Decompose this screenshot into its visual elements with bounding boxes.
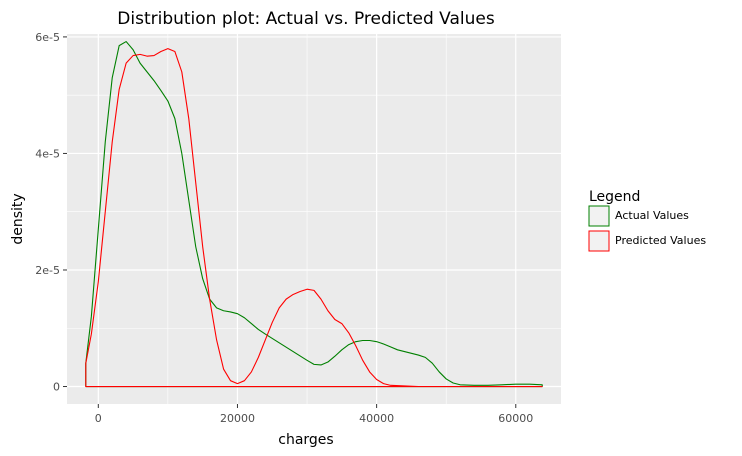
legend-title: Legend	[589, 189, 640, 205]
series-layer	[85, 41, 543, 388]
chart-title: Distribution plot: Actual vs. Predicted …	[117, 9, 495, 29]
y-axis: 0 2e-5 4e-5 6e-5	[35, 31, 67, 394]
y-axis-title: density	[10, 193, 26, 244]
legend-swatch	[588, 230, 610, 252]
legend-items: Actual Values Predicted Values	[588, 205, 706, 252]
legend-item-predicted: Predicted Values	[588, 230, 706, 252]
y-tick-label: 6e-5	[35, 31, 60, 44]
legend-label: Predicted Values	[615, 234, 706, 247]
x-axis: 0 20000 40000 60000	[95, 404, 533, 425]
plot-panel	[67, 34, 561, 404]
series-line-actual	[85, 41, 543, 388]
x-tick-label: 20000	[220, 412, 255, 425]
y-tick-label: 2e-5	[35, 264, 60, 277]
series-line-predicted	[85, 48, 543, 388]
x-axis-title: charges	[278, 432, 333, 448]
y-tick-label: 4e-5	[35, 147, 60, 160]
x-tick-label: 40000	[359, 412, 394, 425]
legend: Legend Actual Values Predicted Values	[588, 189, 706, 252]
x-tick-label: 0	[95, 412, 102, 425]
legend-item-actual: Actual Values	[588, 205, 689, 227]
x-tick-label: 60000	[498, 412, 533, 425]
minor-gridlines	[67, 34, 561, 404]
legend-label: Actual Values	[615, 209, 689, 222]
legend-swatch	[588, 205, 610, 227]
y-tick-label: 0	[53, 381, 60, 394]
